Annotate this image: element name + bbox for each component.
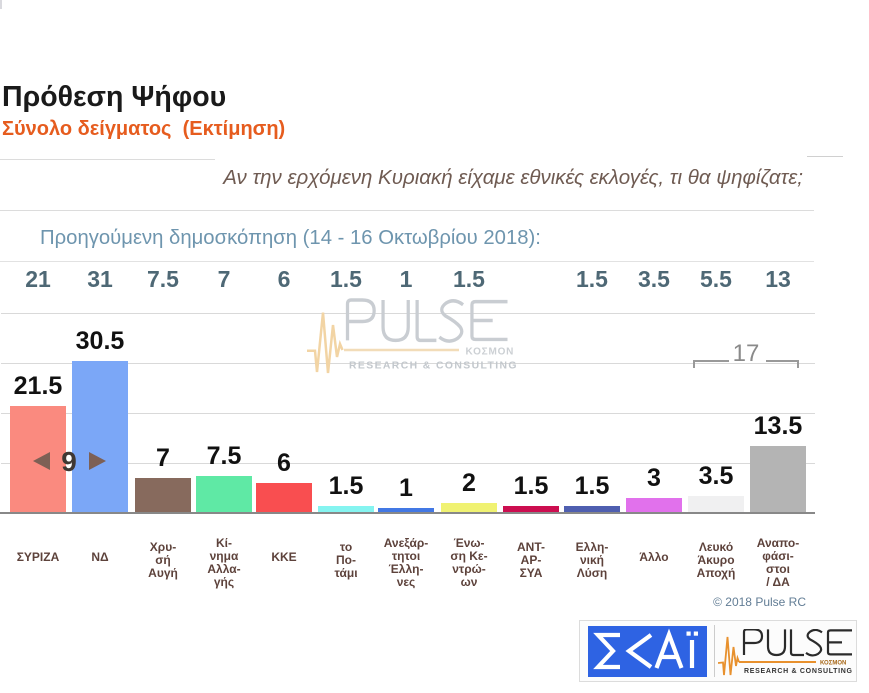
svg-text:RESEARCH & CONSULTING: RESEARCH & CONSULTING — [744, 668, 853, 675]
svg-text:RESEARCH & CONSULTING: RESEARCH & CONSULTING — [349, 361, 518, 372]
svg-text:ΚΟΣΜΟΝ: ΚΟΣΜΟΝ — [820, 661, 846, 667]
svg-text:ΚΟΣΜΟΝ: ΚΟΣΜΟΝ — [466, 347, 515, 358]
